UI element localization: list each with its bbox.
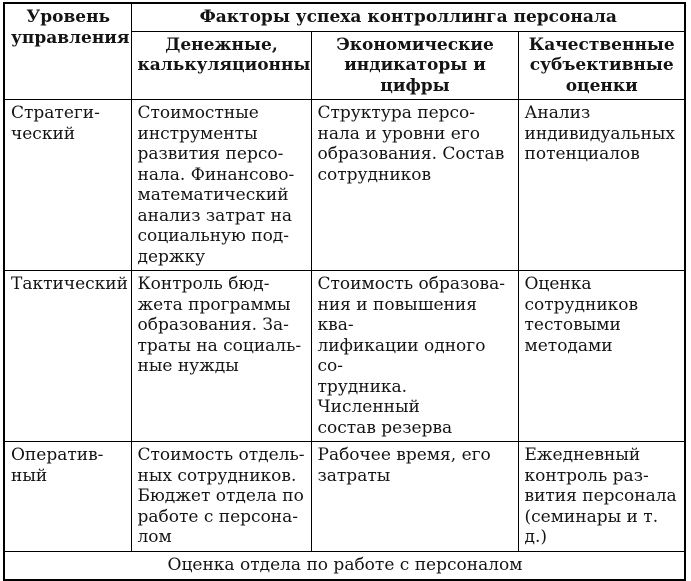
cell-tactical-economic: Стоимость образова- ния и повышения ква-… <box>310 270 519 442</box>
table-row-operational: Оператив- ный Стоимость отдель- ных сотр… <box>3 441 686 552</box>
table-row-tactical: Тактический Контроль бюд- жета программы… <box>3 270 686 442</box>
footer-row: Оценка отдела по работе с персоналом <box>3 550 686 581</box>
personnel-controlling-factors-table: Уровень управления Факторы успеха контро… <box>3 2 686 581</box>
subheader-cell-economic-indicators: Экономические индикаторы и цифры <box>310 30 519 100</box>
cell-operational-level: Оператив- ный <box>3 441 132 552</box>
table-row-strategic: Стратеги- ческий Стоимостные инструменты… <box>3 99 686 271</box>
header-cell-success-factors-title: Факторы успеха контроллинга персонала <box>130 2 686 32</box>
subheader-cell-qualitative: Качественные субъективные оценки <box>517 30 686 100</box>
cell-tactical-qualitative: Оценка сотрудников тестовыми методами <box>517 270 686 442</box>
cell-strategic-level: Стратеги- ческий <box>3 99 132 271</box>
cell-tactical-monetary: Контроль бюд- жета программы образования… <box>130 270 312 442</box>
subheader-cell-monetary: Денежные, калькуляционные <box>130 30 312 100</box>
cell-operational-economic: Рабочее время, его затраты <box>310 441 519 552</box>
cell-strategic-economic: Структура персо- нала и уровни его образ… <box>310 99 519 271</box>
document-table-container: Уровень управления Факторы успеха контро… <box>3 2 686 581</box>
header-row-subcolumns: Денежные, калькуляционные Экономические … <box>4 30 686 100</box>
cell-strategic-qualitative: Анализ индивидуальных потенциалов <box>517 99 686 271</box>
header-cell-management-level: Уровень управления <box>3 2 132 100</box>
header-row-title: Уровень управления Факторы успеха контро… <box>3 2 686 100</box>
cell-operational-monetary: Стоимость отдель- ных сотрудников. Бюдже… <box>130 441 312 552</box>
cell-operational-qualitative: Ежедневный контроль раз- вития персонала… <box>517 441 686 552</box>
cell-tactical-level: Тактический <box>3 270 132 442</box>
cell-strategic-monetary: Стоимостные инструменты развития персо- … <box>130 99 312 271</box>
footer-cell-department-evaluation: Оценка отдела по работе с персоналом <box>3 550 686 581</box>
